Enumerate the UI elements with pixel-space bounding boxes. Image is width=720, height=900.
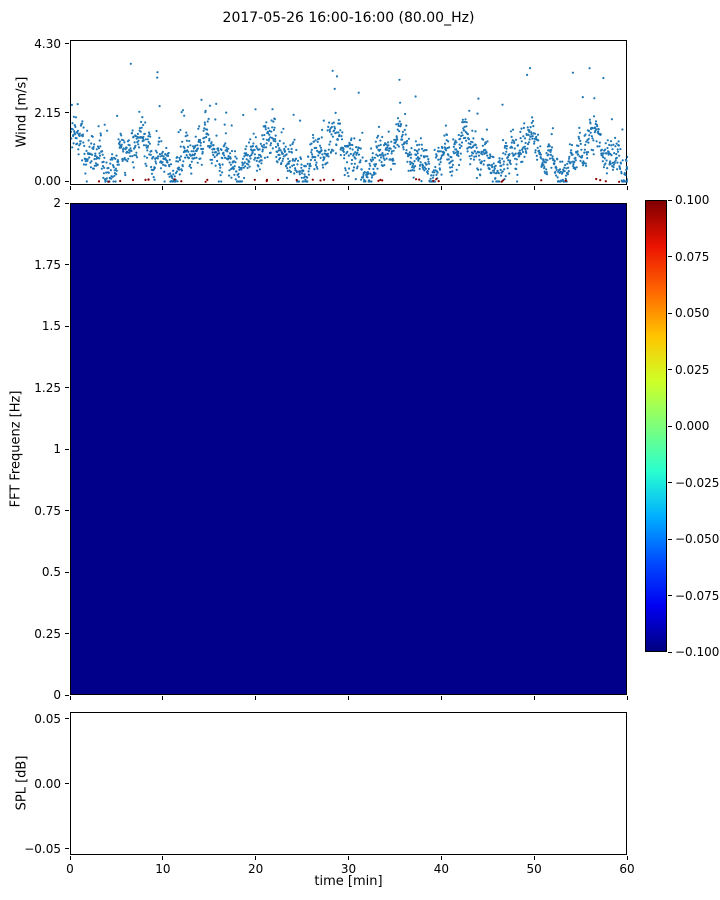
x-tick-mark: [69, 186, 71, 190]
y-tick-label: 2.15: [34, 105, 61, 120]
y-tick-mark: [65, 694, 69, 696]
y-tick-label: 0.00: [34, 174, 61, 189]
y-tick-mark: [65, 387, 69, 388]
colorbar-tick-label: −0.075: [675, 588, 720, 603]
colorbar-tick-mark: [668, 199, 672, 201]
wind-scatter-canvas: [71, 62, 628, 183]
x-tick-mark: [533, 856, 535, 860]
y-tick-mark: [65, 571, 69, 573]
colorbar-tick-label: 0.000: [675, 419, 710, 433]
x-tick-mark: [255, 186, 257, 190]
colorbar-tick-mark: [668, 425, 672, 427]
x-tick-label: 50: [526, 862, 542, 876]
colorbar-tick-mark: [668, 369, 672, 370]
colorbar-tick-mark: [668, 595, 672, 596]
y-tick-label: 0.25: [34, 626, 61, 641]
colorbar-tick-label: 0.025: [675, 362, 710, 377]
y-tick-label: 1.25: [34, 380, 61, 395]
x-tick-mark: [533, 186, 535, 190]
y-tick-mark: [65, 112, 69, 113]
colorbar-tick-mark: [668, 538, 672, 540]
x-tick-mark: [255, 696, 257, 700]
y-tick-mark: [65, 848, 69, 849]
x-axis-label: time [min]: [314, 874, 383, 889]
x-tick-mark: [348, 696, 349, 700]
x-tick-mark: [348, 186, 349, 190]
y-tick-label: 0.5: [41, 565, 61, 579]
y-tick-mark: [65, 202, 69, 204]
y-tick-mark: [65, 783, 69, 784]
x-tick-mark: [69, 856, 71, 860]
y-tick-label: 0: [53, 688, 61, 702]
y-tick-mark: [65, 633, 69, 634]
x-tick-mark: [440, 856, 442, 860]
y-tick-mark: [65, 718, 69, 719]
colorbar-tick-label: 0.075: [675, 249, 710, 264]
x-tick-mark: [69, 696, 71, 700]
x-tick-label: 10: [155, 862, 171, 876]
figure-title: 2017-05-26 16:00-16:00 (80.00_Hz): [222, 10, 475, 26]
x-tick-mark: [255, 856, 257, 860]
y-tick-label: 4.30: [34, 36, 61, 51]
colorbar: [645, 200, 667, 652]
y-tick-label: 1.75: [34, 257, 61, 272]
x-tick-label: 0: [66, 862, 74, 876]
spl-plot: [70, 712, 627, 855]
colorbar-tick-mark: [668, 312, 672, 314]
x-tick-mark: [348, 856, 349, 860]
colorbar-tick-mark: [668, 651, 672, 653]
colorbar-tick-label: −0.025: [675, 475, 720, 490]
x-tick-mark: [626, 856, 628, 860]
x-tick-label: 60: [619, 862, 635, 876]
colorbar-tick-label: −0.100: [675, 645, 720, 659]
y-tick-label: 1: [53, 442, 61, 456]
y-tick-mark: [65, 510, 69, 511]
y-tick-mark: [65, 43, 69, 45]
colorbar-tick-mark: [668, 256, 672, 257]
colorbar-tick-label: −0.050: [675, 532, 720, 546]
x-tick-mark: [162, 186, 164, 190]
y-tick-label: 0.00: [34, 776, 61, 791]
x-tick-mark: [440, 696, 442, 700]
x-tick-mark: [626, 186, 628, 190]
x-tick-mark: [626, 696, 628, 700]
spectrogram-heatmap-plot: [70, 203, 627, 695]
y-tick-label: −0.05: [24, 841, 61, 856]
y-tick-label: 1.5: [41, 319, 61, 333]
x-tick-mark: [162, 856, 164, 860]
y-tick-mark: [65, 325, 69, 327]
x-tick-mark: [440, 186, 442, 190]
wind-scatter-plot: [70, 40, 628, 185]
x-tick-mark: [162, 696, 164, 700]
colorbar-tick-mark: [668, 482, 672, 483]
y-tick-label: 0.05: [34, 711, 61, 726]
y-tick-label: 2: [53, 196, 61, 210]
y-tick-mark: [65, 264, 69, 265]
colorbar-tick-label: 0.100: [675, 193, 710, 207]
colorbar-tick-label: 0.050: [675, 306, 710, 320]
y-tick-mark: [65, 180, 69, 182]
x-tick-label: 30: [340, 862, 357, 876]
y-tick-mark: [65, 448, 69, 450]
x-tick-label: 40: [433, 862, 449, 876]
x-tick-mark: [533, 696, 535, 700]
x-tick-label: 20: [248, 862, 264, 876]
y-tick-label: 0.75: [34, 503, 61, 518]
